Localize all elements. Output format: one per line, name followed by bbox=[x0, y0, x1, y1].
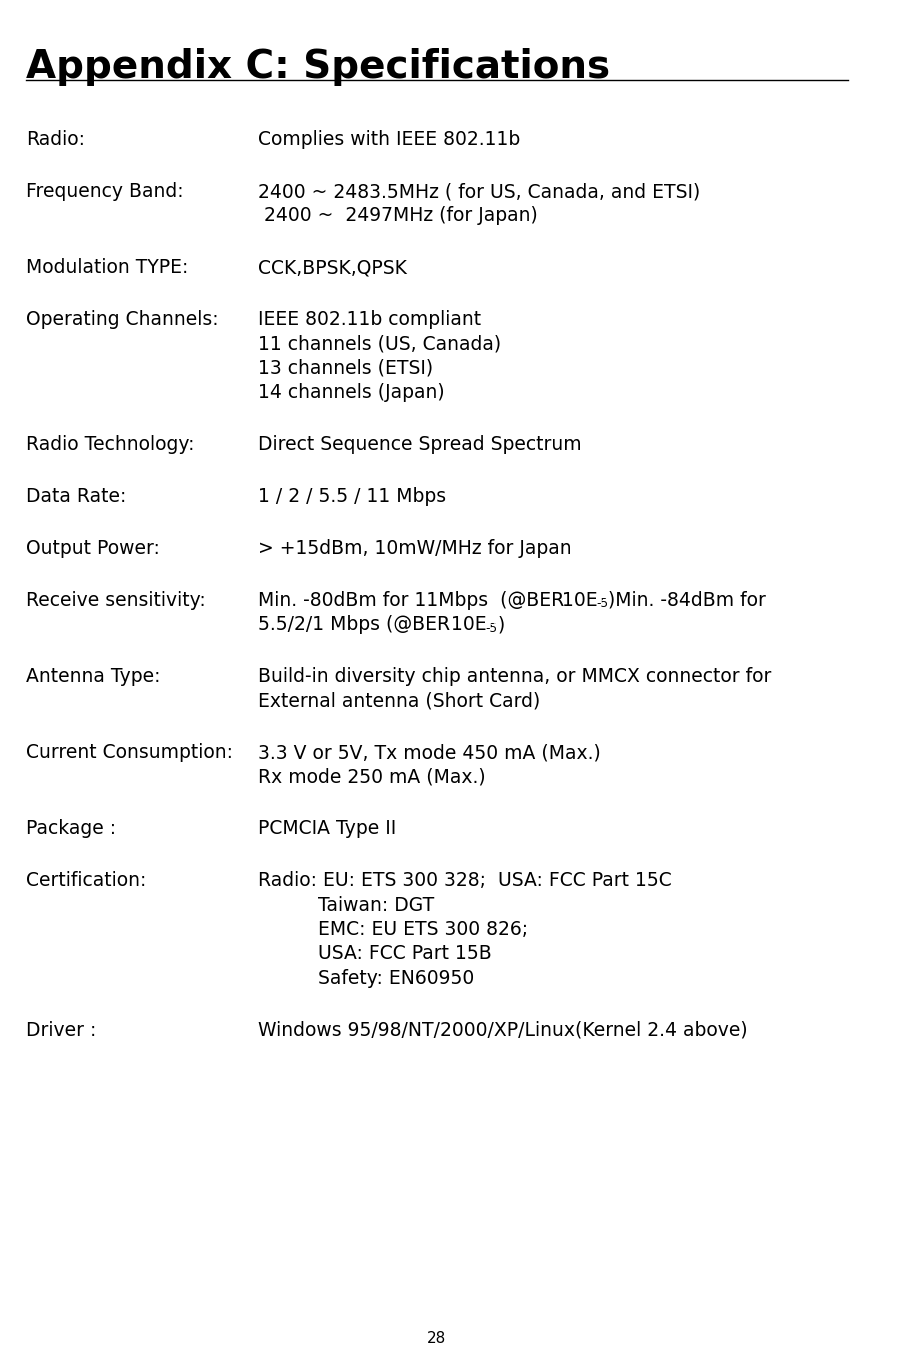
Text: 2400 ~  2497MHz (for Japan): 2400 ~ 2497MHz (for Japan) bbox=[257, 207, 537, 225]
Text: 10E: 10E bbox=[450, 616, 486, 633]
Text: Complies with IEEE 802.11b: Complies with IEEE 802.11b bbox=[257, 130, 520, 149]
Text: -5: -5 bbox=[597, 591, 609, 603]
Text: Build-in diversity chip antenna, or MMCX connector for: Build-in diversity chip antenna, or MMCX… bbox=[257, 666, 771, 686]
Text: CCK,BPSK,QPSK: CCK,BPSK,QPSK bbox=[257, 258, 406, 277]
Text: External antenna (Short Card): External antenna (Short Card) bbox=[257, 691, 540, 710]
Text: 10E: 10E bbox=[562, 591, 597, 610]
Text: Output Power:: Output Power: bbox=[26, 539, 160, 558]
Text: IEEE 802.11b compliant: IEEE 802.11b compliant bbox=[257, 310, 481, 329]
Text: Antenna Type:: Antenna Type: bbox=[26, 666, 161, 686]
Text: )Min. -84dBm for: )Min. -84dBm for bbox=[608, 591, 766, 610]
Text: Certification:: Certification: bbox=[26, 871, 146, 890]
Text: USA: FCC Part 15B: USA: FCC Part 15B bbox=[257, 945, 492, 964]
Text: PCMCIA Type II: PCMCIA Type II bbox=[257, 820, 396, 838]
Text: Windows 95/98/NT/2000/XP/Linux(Kernel 2.4 above): Windows 95/98/NT/2000/XP/Linux(Kernel 2.… bbox=[257, 1020, 747, 1039]
Text: 14 channels (Japan): 14 channels (Japan) bbox=[257, 384, 444, 402]
Text: Receive sensitivity:: Receive sensitivity: bbox=[26, 591, 206, 610]
Text: 2400 ~ 2483.5MHz ( for US, Canada, and ETSI): 2400 ~ 2483.5MHz ( for US, Canada, and E… bbox=[257, 182, 700, 202]
Text: Package :: Package : bbox=[26, 820, 117, 838]
Text: Taiwan: DGT: Taiwan: DGT bbox=[257, 895, 434, 914]
Text: Frequency Band:: Frequency Band: bbox=[26, 182, 184, 202]
Text: Rx mode 250 mA (Max.): Rx mode 250 mA (Max.) bbox=[257, 768, 485, 787]
Text: EMC: EU ETS 300 826;: EMC: EU ETS 300 826; bbox=[257, 920, 527, 939]
Text: Safety: EN60950: Safety: EN60950 bbox=[257, 969, 474, 987]
Text: Modulation TYPE:: Modulation TYPE: bbox=[26, 258, 188, 277]
Text: > +15dBm, 10mW/MHz for Japan: > +15dBm, 10mW/MHz for Japan bbox=[257, 539, 571, 558]
Text: Current Consumption:: Current Consumption: bbox=[26, 743, 233, 762]
Text: Radio: EU: ETS 300 328;  USA: FCC Part 15C: Radio: EU: ETS 300 328; USA: FCC Part 15… bbox=[257, 871, 672, 890]
Text: 13 channels (ETSI): 13 channels (ETSI) bbox=[257, 359, 433, 378]
Text: 1 / 2 / 5.5 / 11 Mbps: 1 / 2 / 5.5 / 11 Mbps bbox=[257, 487, 446, 506]
Text: ): ) bbox=[497, 616, 504, 633]
Text: -5: -5 bbox=[485, 622, 498, 635]
Text: 5.5/2/1 Mbps (@BER: 5.5/2/1 Mbps (@BER bbox=[257, 616, 456, 633]
Text: Driver :: Driver : bbox=[26, 1020, 97, 1039]
Text: Data Rate:: Data Rate: bbox=[26, 487, 126, 506]
Text: Radio:: Radio: bbox=[26, 130, 85, 149]
Text: Min. -80dBm for 11Mbps  (@BER: Min. -80dBm for 11Mbps (@BER bbox=[257, 591, 570, 610]
Text: 11 channels (US, Canada): 11 channels (US, Canada) bbox=[257, 335, 501, 354]
Text: Radio Technology:: Radio Technology: bbox=[26, 435, 195, 454]
Text: Appendix C: Specifications: Appendix C: Specifications bbox=[26, 48, 610, 86]
Text: Operating Channels:: Operating Channels: bbox=[26, 310, 219, 329]
Text: 3.3 V or 5V, Tx mode 450 mA (Max.): 3.3 V or 5V, Tx mode 450 mA (Max.) bbox=[257, 743, 600, 762]
Text: -5: -5 bbox=[485, 616, 498, 628]
Text: -5: -5 bbox=[597, 598, 609, 610]
Text: Direct Sequence Spread Spectrum: Direct Sequence Spread Spectrum bbox=[257, 435, 581, 454]
Text: 28: 28 bbox=[427, 1331, 447, 1346]
